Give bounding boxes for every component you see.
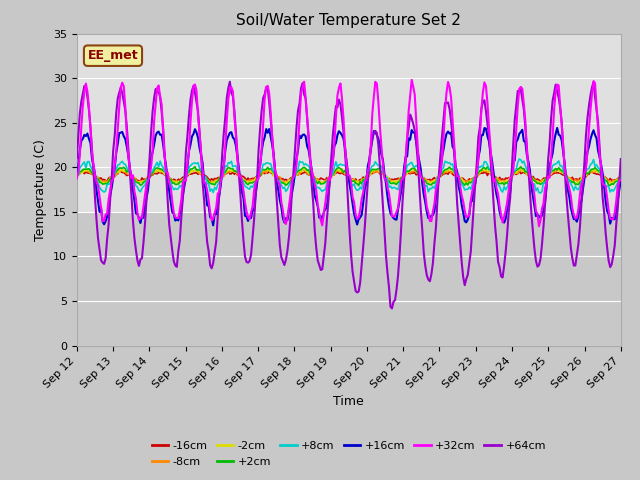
- Bar: [77, 34, 621, 212]
- Y-axis label: Temperature (C): Temperature (C): [35, 139, 47, 240]
- Title: Soil/Water Temperature Set 2: Soil/Water Temperature Set 2: [236, 13, 461, 28]
- X-axis label: Time: Time: [333, 396, 364, 408]
- Legend: -16cm, -8cm, -2cm, +2cm, +8cm, +16cm, +32cm, +64cm: -16cm, -8cm, -2cm, +2cm, +8cm, +16cm, +3…: [147, 437, 550, 471]
- Bar: [77, 212, 621, 346]
- Text: EE_met: EE_met: [88, 49, 138, 62]
